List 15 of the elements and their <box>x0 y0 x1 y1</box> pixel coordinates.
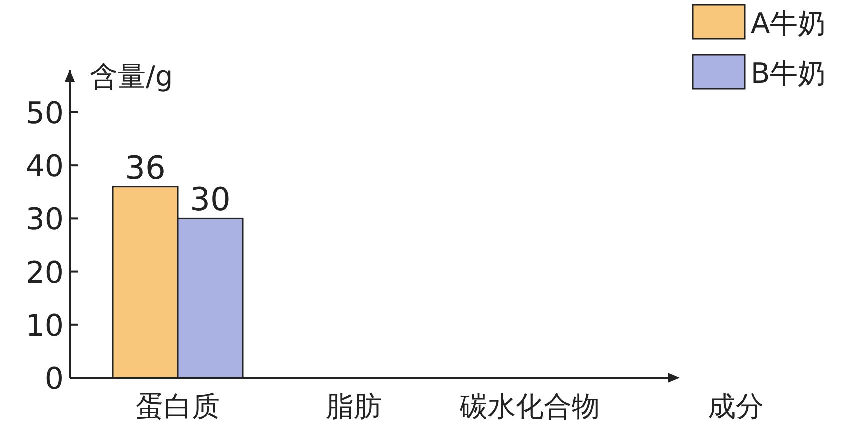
legend-label: A牛奶 <box>751 7 826 40</box>
y-tick-label: 10 <box>26 308 64 344</box>
y-tick-label: 0 <box>44 362 64 397</box>
x-axis-title: 成分 <box>708 390 764 423</box>
legend-label: B牛奶 <box>751 57 826 90</box>
data-label: 30 <box>190 180 231 219</box>
x-tick-label: 脂肪 <box>326 390 382 423</box>
y-tick-label: 30 <box>26 202 64 238</box>
y-axis-title: 含量/g <box>90 60 174 93</box>
data-label: 36 <box>125 148 166 187</box>
x-tick-label: 碳水化合物 <box>459 390 600 423</box>
y-tick-label: 20 <box>26 256 64 291</box>
y-tick-label: 50 <box>26 96 64 132</box>
y-tick-label: 40 <box>26 150 64 185</box>
x-tick-label: 蛋白质 <box>136 390 220 423</box>
